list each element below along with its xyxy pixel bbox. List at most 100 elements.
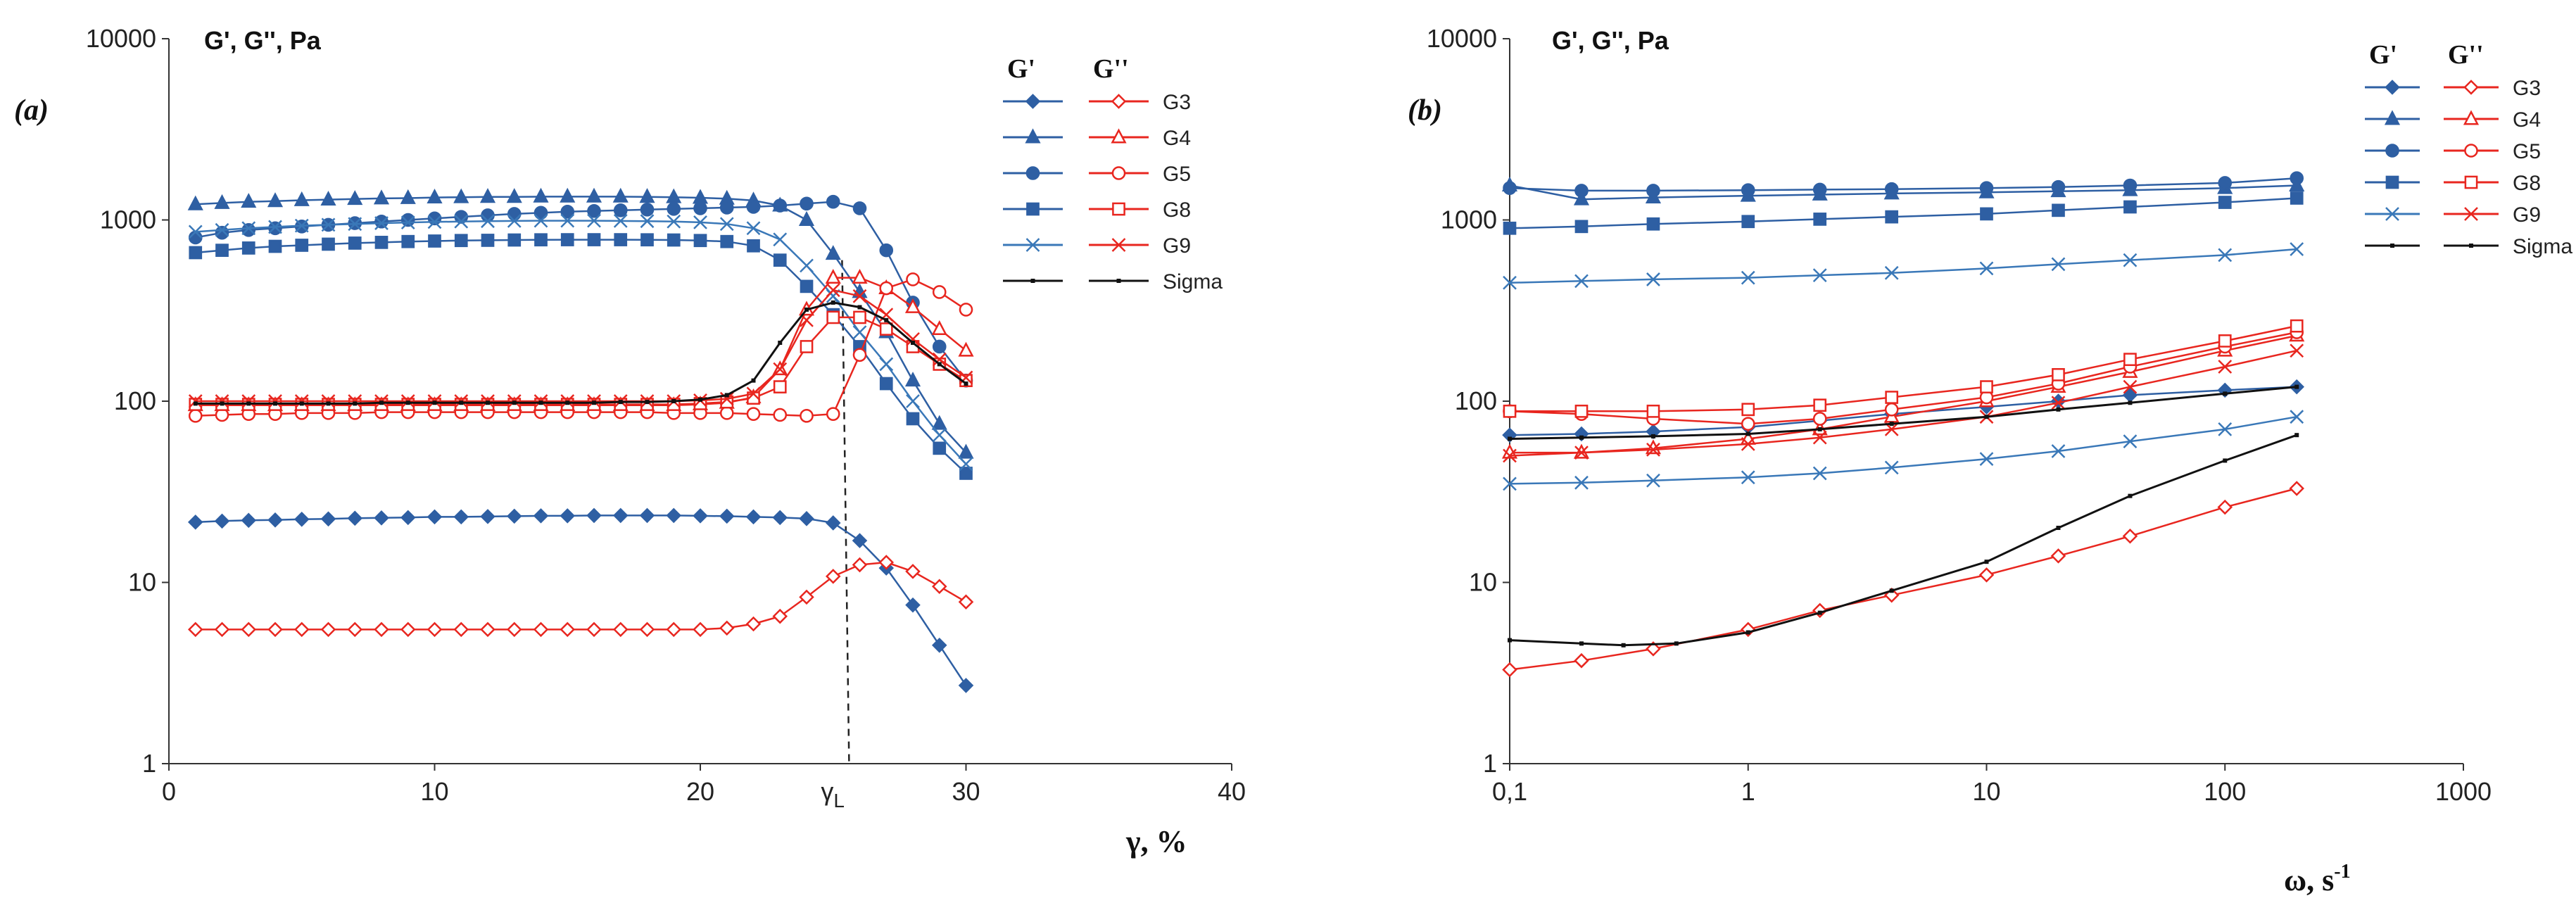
- legend-label-g3: G3: [2513, 77, 2541, 100]
- data-point-sigma-upper-: [2128, 400, 2133, 405]
- data-point-g3: [214, 513, 230, 529]
- data-point-g8: [2123, 200, 2137, 214]
- data-point-sigma: [538, 400, 543, 405]
- data-point-g3: [560, 621, 576, 638]
- panel-b-xlabel-main: ω, s: [2284, 863, 2334, 897]
- data-point-g5: [188, 230, 203, 245]
- data-point-g5: [2051, 179, 2066, 194]
- data-point-g4: [586, 187, 602, 203]
- data-point-g5: [746, 200, 761, 214]
- data-point-sigma-upper-: [1650, 434, 1655, 438]
- legend-marker-g9: [1025, 238, 1040, 252]
- data-point-g4: [958, 443, 974, 459]
- data-point-g5: [773, 408, 788, 422]
- series-line-g8: [195, 239, 967, 474]
- data-point-g3: [745, 509, 762, 525]
- data-point-sigma: [804, 307, 809, 312]
- data-point-g3: [878, 555, 895, 570]
- data-point-g9: [1646, 272, 1660, 286]
- data-point-g5: [1812, 412, 1827, 426]
- data-point-g8: [933, 441, 947, 455]
- data-point-g5: [1741, 183, 1755, 197]
- data-point-g3: [825, 569, 841, 584]
- data-point-sigma: [405, 400, 410, 405]
- data-point-g3: [293, 512, 310, 527]
- panel-a-x-tick-label: 30: [952, 777, 980, 806]
- data-point-g4: [1573, 190, 1590, 206]
- data-point-g3: [2122, 528, 2138, 544]
- data-point-g9: [773, 362, 788, 377]
- data-point-g8: [560, 233, 574, 246]
- data-point-sigma-upper-: [2056, 407, 2061, 412]
- data-point-g9: [2290, 343, 2304, 358]
- data-point-g3: [241, 512, 257, 529]
- data-point-g5: [852, 348, 867, 362]
- data-point-g9: [215, 222, 229, 237]
- series-line-g4: [195, 196, 967, 453]
- data-point-sigma: [1579, 641, 1584, 646]
- data-point-g8: [667, 233, 681, 247]
- data-point-g3: [400, 510, 416, 526]
- data-point-g9: [507, 213, 522, 228]
- data-point-g8: [2290, 319, 2304, 333]
- data-point-g8: [2052, 203, 2065, 217]
- series-line-g9: [1509, 248, 2297, 284]
- data-point-g3: [347, 510, 363, 526]
- panel-a-label: (a): [14, 94, 49, 127]
- data-point-g5: [693, 201, 707, 215]
- legend-label-sigma: Sigma: [2513, 235, 2572, 258]
- data-point-g9: [852, 289, 867, 303]
- panel-a-legend-header-gdouble: G'': [1093, 54, 1129, 84]
- data-point-g9: [613, 213, 628, 228]
- data-point-sigma: [778, 341, 783, 346]
- data-point-g8: [374, 236, 389, 249]
- data-point-g4: [347, 190, 363, 206]
- data-point-g9: [800, 258, 814, 273]
- data-point-g9: [348, 217, 362, 232]
- data-point-sigma: [857, 305, 862, 310]
- data-point-g5: [2218, 176, 2233, 190]
- data-point-sigma: [1984, 560, 1989, 564]
- data-point-g9: [215, 394, 229, 408]
- data-point-g8: [322, 237, 335, 251]
- data-point-g9: [667, 214, 681, 229]
- data-point-g9: [348, 394, 362, 408]
- data-point-sigma: [671, 399, 676, 403]
- data-point-g3: [506, 621, 522, 638]
- data-point-g5: [852, 201, 867, 215]
- data-point-g8: [640, 233, 654, 247]
- panel-a-y-tick-label: 10: [128, 568, 156, 597]
- data-point-g9: [560, 213, 575, 228]
- data-point-g5: [188, 409, 203, 423]
- data-point-g5: [400, 213, 415, 227]
- data-point-g4: [852, 268, 868, 284]
- data-point-g8: [614, 233, 628, 246]
- data-point-g8: [906, 412, 920, 426]
- data-point-sigma: [592, 400, 596, 405]
- series-line-g8: [1509, 197, 2297, 229]
- data-point-g9: [2123, 379, 2138, 394]
- data-point-g8: [800, 279, 814, 293]
- data-point-g4: [373, 189, 390, 205]
- data-point-g5: [773, 198, 788, 213]
- data-point-g3: [427, 509, 443, 525]
- data-point-g9: [719, 391, 734, 406]
- data-point-g5: [1884, 402, 1899, 417]
- data-point-g8: [800, 340, 814, 353]
- data-point-g5: [879, 281, 894, 296]
- data-point-g4: [560, 187, 576, 203]
- panel-a-legend-header-gprime: G': [1007, 54, 1035, 84]
- data-point-g4: [825, 268, 841, 284]
- data-point-g8: [295, 239, 309, 252]
- data-point-sigma-upper-: [2294, 384, 2299, 389]
- data-point-g5: [1741, 417, 1755, 431]
- data-point-sigma: [379, 400, 384, 405]
- panel-a-x-tick-label: 20: [686, 777, 714, 806]
- data-point-g3: [639, 507, 655, 524]
- data-point-g8: [2218, 196, 2232, 209]
- data-point-g5: [2123, 178, 2138, 193]
- data-point-g8: [2218, 334, 2232, 348]
- data-point-g4: [958, 341, 974, 357]
- data-point-g5: [800, 409, 814, 423]
- data-point-g9-lower-: [1979, 452, 1994, 466]
